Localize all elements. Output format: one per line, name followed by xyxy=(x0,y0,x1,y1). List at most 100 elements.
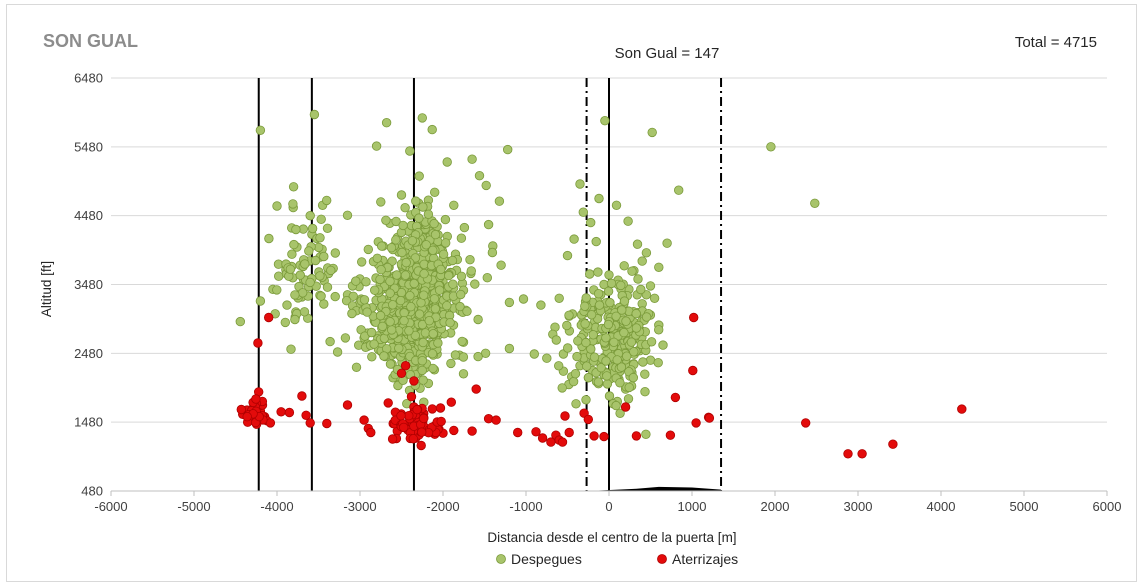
despegues-point-846 xyxy=(340,333,351,343)
despegues-point-1220 xyxy=(581,337,591,348)
despegues-point-1169 xyxy=(631,308,641,319)
despegues-point-780 xyxy=(414,213,424,223)
despegues-point-835 xyxy=(272,285,282,295)
despegues-point-912 xyxy=(362,307,372,317)
despegues-point-1192 xyxy=(568,376,579,387)
despegues-point-12 xyxy=(305,210,315,221)
despegues-point-5 xyxy=(371,141,382,151)
despegues-point-963 xyxy=(470,279,480,289)
despegues-point-97 xyxy=(641,248,652,258)
despegues-point-779 xyxy=(386,242,397,253)
despegues-point-513 xyxy=(367,352,377,362)
despegues-point-686 xyxy=(405,291,415,301)
y-tick-label-0: 480 xyxy=(81,484,103,499)
aterrizajes-point-64 xyxy=(843,449,853,459)
despegues-point-41 xyxy=(363,244,374,255)
legend-marker-aterrizajes xyxy=(657,554,667,564)
despegues-point-667 xyxy=(397,247,407,258)
despegues-point-1211 xyxy=(570,369,581,379)
despegues-point-906 xyxy=(377,321,388,332)
despegues-point-28 xyxy=(542,353,552,363)
despegues-point-1098 xyxy=(640,369,650,379)
despegues-point-98 xyxy=(645,355,656,365)
despegues-point-1213 xyxy=(586,344,596,354)
aterrizajes-point-47 xyxy=(557,437,568,447)
aterrizajes-point-43 xyxy=(537,433,548,443)
aterrizajes-point-41 xyxy=(513,427,523,438)
y-tick-label-4: 4480 xyxy=(74,208,103,223)
despegues-point-16 xyxy=(430,187,440,198)
despegues-point-839 xyxy=(291,224,301,235)
legend: Despegues Aterrizajes xyxy=(496,551,738,567)
chart-svg: SON GUAL Total = 4715 Son Gual = 147 -60… xyxy=(39,31,1121,567)
despegues-point-1141 xyxy=(589,352,600,362)
despegues-point-770 xyxy=(440,214,451,225)
despegues-point-774 xyxy=(407,236,418,246)
aterrizajes-series xyxy=(236,312,967,459)
despegues-point-63 xyxy=(674,185,684,195)
despegues-point-1118 xyxy=(596,363,606,373)
despegues-point-971 xyxy=(442,301,452,311)
despegues-point-960 xyxy=(457,336,467,347)
aterrizajes-point-59 xyxy=(691,418,701,428)
despegues-point-24 xyxy=(504,297,515,308)
despegues-point-467 xyxy=(430,304,441,314)
despegues-point-833 xyxy=(289,239,299,250)
despegues-point-950 xyxy=(433,338,443,348)
despegues-point-84 xyxy=(649,293,660,304)
despegues-point-763 xyxy=(400,270,411,280)
aterrizajes-point-95 xyxy=(236,404,247,415)
x-tick-label-7: 1000 xyxy=(678,499,707,514)
despegues-point-847 xyxy=(304,246,314,256)
despegues-point-789 xyxy=(316,214,326,225)
despegues-point-89 xyxy=(604,270,614,280)
despegues-point-96 xyxy=(637,256,647,266)
despegues-point-1047 xyxy=(636,284,646,295)
aterrizajes-point-39 xyxy=(483,414,494,424)
despegues-point-1096 xyxy=(627,266,637,276)
despegues-point-32 xyxy=(287,249,297,259)
y-tick-label-5: 5480 xyxy=(74,139,103,154)
despegues-point-861 xyxy=(357,257,367,267)
despegues-point-1205 xyxy=(562,320,572,331)
x-axis-label: Distancia desde el centro de la puerta [… xyxy=(487,530,736,545)
despegues-point-918 xyxy=(427,349,438,359)
despegues-point-1157 xyxy=(591,236,601,247)
despegues-point-57 xyxy=(586,217,596,228)
aterrizajes-point-67 xyxy=(957,404,967,414)
legend-label-aterrizajes: Aterrizajes xyxy=(672,551,738,567)
despegues-point-925 xyxy=(473,351,483,362)
aterrizajes-point-37 xyxy=(471,384,481,394)
despegues-point-1168 xyxy=(615,378,625,388)
despegues-point-1215 xyxy=(571,399,581,409)
despegues-point-841 xyxy=(264,233,274,244)
despegues-point-20 xyxy=(494,196,505,206)
despegues-point-1163 xyxy=(646,337,657,347)
despegues-point-852 xyxy=(290,290,300,300)
despegues-point-938 xyxy=(482,273,493,283)
aterrizajes-point-147 xyxy=(396,411,406,421)
despegues-point-570 xyxy=(387,256,397,266)
despegues-point-30 xyxy=(255,296,266,306)
legend-label-despegues: Despegues xyxy=(511,551,582,567)
aterrizajes-point-16 xyxy=(359,415,369,425)
despegues-series xyxy=(235,109,820,440)
chart-frame: SON GUAL Total = 4715 Son Gual = 147 -60… xyxy=(6,4,1137,582)
despegues-point-755 xyxy=(438,249,449,260)
despegues-point-1065 xyxy=(624,382,634,393)
despegues-point-66 xyxy=(766,142,776,152)
despegues-point-11 xyxy=(288,182,299,192)
despegues-point-894 xyxy=(406,302,416,312)
despegues-point-9 xyxy=(503,144,513,155)
aterrizajes-point-51 xyxy=(583,414,594,425)
despegues-point-18 xyxy=(474,170,485,181)
despegues-point-1147 xyxy=(626,337,637,347)
y-tick-label-2: 2480 xyxy=(74,346,103,361)
aterrizajes-point-162 xyxy=(419,413,429,424)
despegues-point-913 xyxy=(370,285,380,295)
despegues-point-1209 xyxy=(593,267,603,277)
despegues-point-1016 xyxy=(653,358,663,368)
y-axis-label: Altitud [ft] xyxy=(39,261,54,317)
despegues-point-910 xyxy=(376,265,386,275)
despegues-point-808 xyxy=(342,210,353,221)
